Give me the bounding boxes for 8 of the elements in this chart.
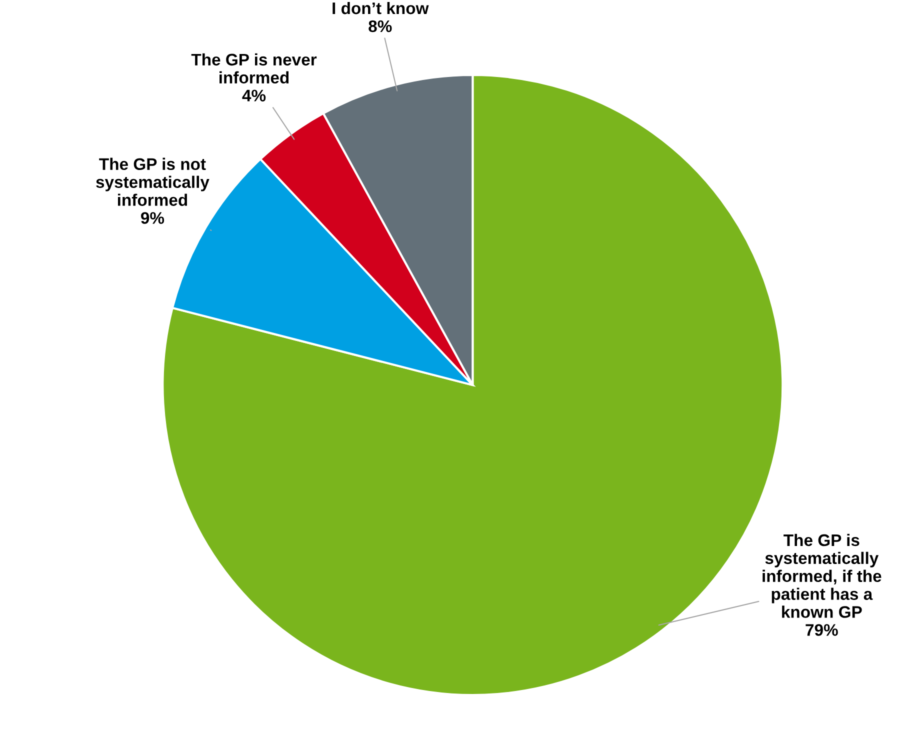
slice-label: I don’t know — [332, 2, 429, 14]
slice-label: The GP is never informed — [191, 53, 317, 84]
data-label: 4% — [242, 90, 266, 102]
data-label: 9% — [141, 212, 164, 224]
data-label: 8% — [368, 20, 392, 32]
data-label: 79% — [806, 624, 838, 636]
slice-label: The GP is systematically informed, if the patient has a known GP — [762, 534, 882, 618]
slice-label: The GP is not systematically informed — [96, 158, 210, 206]
